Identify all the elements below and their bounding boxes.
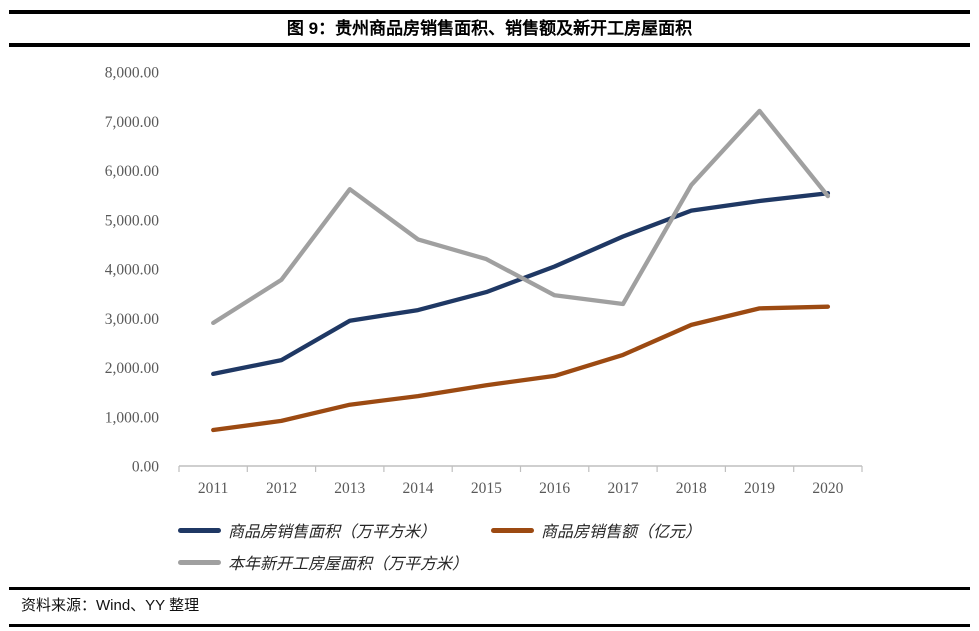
y-axis-label: 6,000.00 [105,163,160,180]
x-axis-label: 2012 [266,480,297,497]
source-top-rule [9,587,970,590]
series-line-sales_amount [211,304,831,433]
legend-label-sales_amount: 商品房销售额（亿元） [541,524,702,541]
source-note: 资料来源：Wind、YY 整理 [21,597,200,614]
legend-swatch-sales_area [178,527,221,533]
legend-label-new_starts: 本年新开工房屋面积（万平方米） [228,556,469,573]
legend-label-sales_area: 商品房销售面积（万平方米） [228,524,437,541]
series-line-sales_area [211,191,831,377]
legend-swatch-new_starts [178,559,221,565]
x-axis-label: 2016 [539,480,570,497]
legend-item-sales_area: 商品房销售面积（万平方米） [178,520,437,541]
y-axis-label: 2,000.00 [105,360,160,377]
y-axis-label: 5,000.00 [105,212,160,229]
legend-item-sales_amount: 商品房销售额（亿元） [491,520,702,541]
y-axis-label: 7,000.00 [105,114,160,131]
y-axis-label: 8,000.00 [105,65,160,82]
x-axis-label: 2019 [744,480,775,497]
legend-swatch-sales_amount [491,527,534,533]
figure-title: 图 9：贵州商品房销售面积、销售额及新开工房屋面积 [286,19,693,38]
x-axis-label: 2017 [607,480,638,497]
y-axis-label: 0.00 [132,459,159,476]
legend-item-new_starts: 本年新开工房屋面积（万平方米） [178,552,469,573]
title-underline-rule [9,43,970,47]
y-axis-label: 4,000.00 [105,262,160,279]
x-axis-label: 2011 [198,480,228,497]
y-axis-label: 3,000.00 [105,311,160,328]
series-line-new_starts [211,108,831,326]
x-axis-label: 2014 [403,480,434,497]
top-rule [9,10,970,14]
x-axis-label: 2020 [812,480,843,497]
x-axis-label: 2013 [334,480,365,497]
bottom-rule [9,624,970,627]
y-axis-label: 1,000.00 [105,409,160,426]
x-axis-label: 2018 [676,480,707,497]
x-axis-label: 2015 [471,480,502,497]
line-chart: 0.00 1,000.00 2,000.00 3,000.00 4,000.00 5,00… [105,65,863,497]
